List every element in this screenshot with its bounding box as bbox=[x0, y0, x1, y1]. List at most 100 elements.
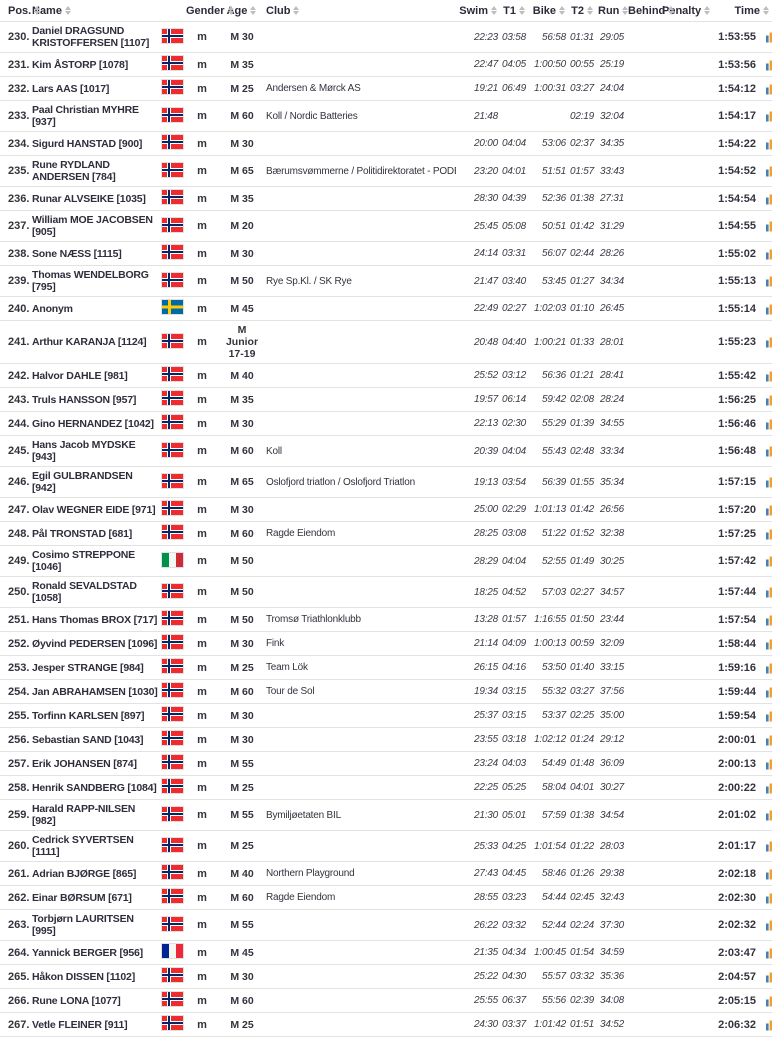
time-detail-icon[interactable] bbox=[766, 758, 772, 769]
column-header-gender[interactable]: Gender bbox=[184, 0, 234, 22]
sort-icon[interactable] bbox=[227, 5, 235, 15]
column-header-bike[interactable]: Bike bbox=[528, 0, 568, 22]
column-header-run[interactable]: Run bbox=[596, 0, 629, 22]
club-cell: Koll / Nordic Batteries bbox=[264, 100, 456, 132]
time-detail-icon[interactable] bbox=[766, 276, 772, 287]
time-detail-icon[interactable] bbox=[766, 971, 772, 982]
sort-icon[interactable] bbox=[64, 5, 72, 15]
time-cell: 2:01:02 bbox=[702, 799, 772, 831]
pos-cell: 233. bbox=[0, 100, 30, 132]
time-detail-icon[interactable] bbox=[766, 734, 772, 745]
flag-norway-icon bbox=[162, 272, 183, 287]
time-detail-icon[interactable] bbox=[766, 920, 772, 931]
bike-cell: 52:36 bbox=[528, 186, 568, 211]
time-cell: 1:56:46 bbox=[702, 411, 772, 436]
penalty-cell bbox=[660, 607, 702, 632]
sort-icon[interactable] bbox=[491, 5, 498, 15]
time-detail-icon[interactable] bbox=[766, 166, 772, 177]
sort-icon[interactable] bbox=[293, 5, 300, 15]
sort-icon[interactable] bbox=[704, 5, 711, 15]
name-cell: Rune RYDLAND ANDERSEN [784] bbox=[30, 155, 160, 187]
time-detail-icon[interactable] bbox=[766, 83, 772, 94]
gender-cell: m bbox=[184, 363, 220, 388]
table-row: 264. Yannick BERGER [956] m M 45 21:35 04:34 1… bbox=[0, 940, 772, 965]
pos-cell: 250. bbox=[0, 576, 30, 608]
flag-norway-icon bbox=[162, 968, 183, 982]
gender-cell: m bbox=[184, 100, 220, 132]
time-detail-icon[interactable] bbox=[766, 995, 772, 1006]
gender-cell: m bbox=[184, 52, 220, 77]
time-detail-icon[interactable] bbox=[766, 614, 772, 625]
time-detail-icon[interactable] bbox=[766, 477, 772, 488]
sort-icon[interactable] bbox=[622, 5, 629, 15]
behind-cell bbox=[626, 387, 660, 412]
time-detail-icon[interactable] bbox=[766, 868, 772, 879]
t2-cell: 01:49 bbox=[568, 545, 596, 577]
time-cell: 1:54:55 bbox=[702, 210, 772, 242]
time-detail-icon[interactable] bbox=[766, 556, 772, 567]
time-detail-icon[interactable] bbox=[766, 248, 772, 259]
time-detail-icon[interactable] bbox=[766, 947, 772, 958]
flag-cell bbox=[160, 607, 184, 632]
sort-icon[interactable] bbox=[559, 5, 566, 15]
column-header-time[interactable]: Time bbox=[702, 0, 772, 22]
time-detail-icon[interactable] bbox=[766, 662, 772, 673]
time-detail-icon[interactable] bbox=[766, 446, 772, 457]
time-detail-icon[interactable] bbox=[766, 892, 772, 903]
time-detail-icon[interactable] bbox=[766, 394, 772, 405]
column-label: Behind bbox=[628, 4, 666, 17]
time-detail-icon[interactable] bbox=[766, 1019, 772, 1030]
time-detail-icon[interactable] bbox=[766, 686, 772, 697]
time-detail-icon[interactable] bbox=[766, 782, 772, 793]
name-cell: Adrian BJØRGE [865] bbox=[30, 861, 160, 886]
time-detail-icon[interactable] bbox=[766, 710, 772, 721]
club-cell bbox=[264, 576, 456, 608]
bike-cell: 56:39 bbox=[528, 466, 568, 498]
name-cell: Anonym bbox=[30, 296, 160, 321]
sort-icon[interactable] bbox=[250, 5, 257, 15]
name-cell: Håkon DISSEN [1102] bbox=[30, 964, 160, 989]
time-detail-icon[interactable] bbox=[766, 370, 772, 381]
pos-cell: 249. bbox=[0, 545, 30, 577]
behind-cell bbox=[626, 241, 660, 266]
sort-icon[interactable] bbox=[668, 5, 675, 15]
time-detail-icon[interactable] bbox=[766, 418, 772, 429]
time-detail-icon[interactable] bbox=[766, 810, 772, 821]
time-detail-icon[interactable] bbox=[766, 59, 772, 70]
column-header-name[interactable]: Name bbox=[30, 0, 160, 22]
flag-norway-icon bbox=[162, 611, 183, 625]
time-detail-icon[interactable] bbox=[766, 303, 772, 314]
time-detail-icon[interactable] bbox=[766, 193, 772, 204]
pos-cell: 236. bbox=[0, 186, 30, 211]
sort-icon[interactable] bbox=[587, 5, 594, 15]
t2-cell: 01:26 bbox=[568, 861, 596, 886]
time-detail-icon[interactable] bbox=[766, 504, 772, 515]
column-header-penalty[interactable]: Penalty bbox=[660, 0, 711, 22]
time-detail-icon[interactable] bbox=[766, 111, 772, 122]
flag-norway-icon bbox=[162, 190, 183, 204]
column-header-t1[interactable]: T1 bbox=[500, 0, 528, 22]
column-header-club[interactable]: Club bbox=[264, 0, 456, 22]
penalty-cell bbox=[660, 909, 702, 941]
bike-cell: 54:49 bbox=[528, 751, 568, 776]
sort-icon[interactable] bbox=[519, 5, 526, 15]
sort-icon[interactable] bbox=[34, 5, 41, 15]
flag-cell bbox=[160, 679, 184, 704]
time-detail-icon[interactable] bbox=[766, 528, 772, 539]
column-header-pos[interactable]: Pos. bbox=[0, 0, 41, 22]
time-detail-icon[interactable] bbox=[766, 638, 772, 649]
column-header-behind[interactable]: Behind bbox=[626, 0, 675, 22]
time-detail-icon[interactable] bbox=[766, 587, 772, 598]
time-detail-icon[interactable] bbox=[766, 138, 772, 149]
sort-icon[interactable] bbox=[763, 5, 770, 15]
gender-cell: m bbox=[184, 830, 220, 862]
time-detail-icon[interactable] bbox=[766, 841, 772, 852]
flag-cell bbox=[160, 799, 184, 831]
column-header-swim[interactable]: Swim bbox=[456, 0, 500, 22]
t2-cell: 02:39 bbox=[568, 988, 596, 1013]
name-cell: Kim ÅSTORP [1078] bbox=[30, 52, 160, 77]
time-detail-icon[interactable] bbox=[766, 32, 772, 43]
time-detail-icon[interactable] bbox=[766, 337, 772, 348]
column-header-t2[interactable]: T2 bbox=[568, 0, 596, 22]
time-detail-icon[interactable] bbox=[766, 221, 772, 232]
